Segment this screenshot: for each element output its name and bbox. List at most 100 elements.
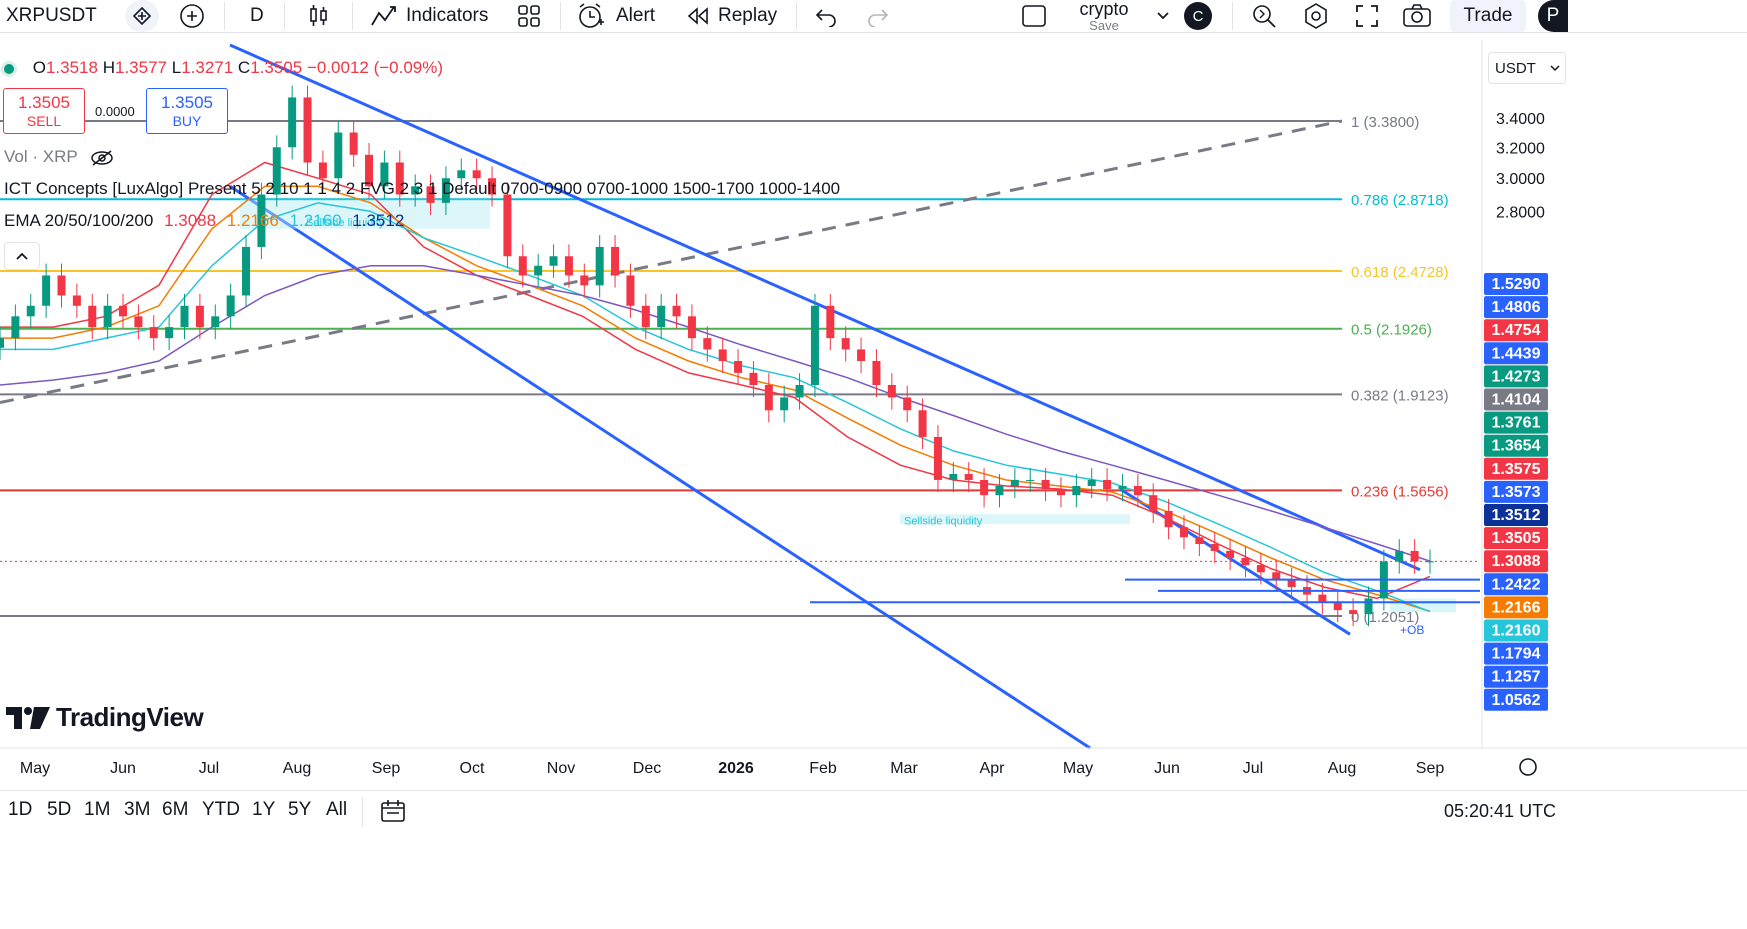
price-chart[interactable]: 1 (3.3800) 0.786 (2.8718) 0.618 (2.4728) 0.… [0,40,1747,800]
time-axis[interactable]: May Jun Jul Aug Sep Oct Nov Dec 2026 Feb Mar Apr May… [0,747,1747,777]
range-button-all[interactable]: All [326,799,348,820]
chevron-up-icon [16,252,28,260]
time-tick-label: Nov [547,760,575,777]
candle-body [1041,479,1050,490]
candle-body [457,170,466,179]
add-symbol-icon[interactable] [125,0,159,32]
close-value: 1.3505 [250,58,303,77]
candles-icon[interactable] [306,0,332,32]
candle-body [1010,479,1019,486]
candle-body [272,147,281,195]
indicators-button[interactable]: Indicators [370,0,488,32]
candle-body [564,256,573,276]
range-button-5d[interactable]: 5D [47,799,72,820]
range-button-1y[interactable]: 1Y [252,799,276,820]
axis-settings-icon[interactable] [1519,758,1537,776]
candle-body [1410,550,1419,562]
low-value: 1.3271 [181,58,234,77]
chevron-down-icon[interactable] [1156,0,1170,32]
price-axis-badge [1484,342,1548,365]
price-axis-badge [1484,388,1548,411]
collapse-legend-button[interactable] [4,242,40,270]
candle-body [887,385,896,398]
camera-icon[interactable] [1402,0,1432,32]
price-axis-badge-label: 1.2160 [1492,623,1541,640]
candle-body [780,397,789,411]
channel-lower-line [229,185,1091,750]
volume-label: Vol · XRP [4,147,78,166]
candle-body [1333,602,1342,611]
ema-legend[interactable]: EMA 20/50/100/200 1.3088 1.2166 1.2160 1… [4,211,404,231]
price-axis-badge-label: 1.2166 [1492,599,1541,616]
price-axis-badge-label: 1.4439 [1492,345,1541,362]
candle-body [1256,565,1265,573]
candle-body [1318,594,1327,603]
range-button-ytd[interactable]: YTD [202,799,240,820]
fib-level-label: 1 (3.3800) [1351,114,1419,131]
quick-search-icon[interactable] [1250,0,1278,32]
candle-body [749,372,758,386]
range-button-6m[interactable]: 6M [162,799,189,820]
range-button-3m[interactable]: 3M [124,799,151,820]
horizontal-levels[interactable] [0,560,1480,604]
fullscreen-icon[interactable] [1354,0,1380,32]
time-tick-label: May [1063,760,1093,777]
tradingview-logo-icon [6,706,50,729]
candle-body [1395,550,1404,562]
range-button-1m[interactable]: 1M [84,799,111,820]
price-tick-label: 3.0000 [1496,171,1545,188]
candle-body [334,132,343,179]
replay-button[interactable]: Replay [686,0,777,32]
price-axis[interactable]: 3.4000 3.2000 3.0000 2.8000 1.5290 1.4806 1.47… [1481,40,1548,748]
alert-button[interactable]: Alert [576,0,655,32]
price-axis-badge-label: 1.5290 [1492,276,1541,293]
clock-utc[interactable]: 05:20:41 UTC [1444,801,1557,821]
ema50-value: 1.2166 [226,211,279,230]
compare-icon[interactable] [178,0,206,32]
price-axis-badge-label: 1.3761 [1492,415,1541,432]
layout-name[interactable]: crypto Save [1072,0,1136,33]
symbol-search[interactable]: XRPUSDT [6,0,97,32]
candle-body [1118,485,1127,490]
candle-body [1026,479,1035,481]
range-button-5y[interactable]: 5Y [288,799,312,820]
price-axis-badge [1484,573,1548,596]
range-button-1d[interactable]: 1D [8,799,33,820]
ict-concepts-legend[interactable]: ICT Concepts [LuxAlgo] Present 5 2 10 1 … [4,179,841,198]
fibonacci-retracement[interactable]: 1 (3.3800) 0.786 (2.8718) 0.618 (2.4728) 0.… [0,114,1449,626]
sell-button[interactable]: 1.3505 SELL [3,88,85,134]
templates-icon[interactable] [516,0,542,32]
candle-body [641,305,650,328]
date-range-calendar-icon[interactable] [380,798,406,829]
hidden-eye-icon[interactable] [90,149,114,167]
candle-body [795,385,804,398]
candle-body [288,97,297,148]
candle-body [242,246,251,296]
publish-button[interactable]: P [1538,0,1568,32]
layout-icon[interactable] [1020,0,1048,32]
interval-label: D [250,5,264,26]
open-label: O [32,58,46,77]
price-axis-badge [1484,296,1548,319]
redo-icon[interactable] [866,0,890,32]
avatar[interactable]: C [1184,0,1212,32]
price-axis-badge [1484,365,1548,388]
price-axis-badge [1484,665,1548,688]
trade-button[interactable]: Trade [1450,0,1526,32]
candle-body [149,327,158,339]
price-axis-badge-label: 1.3088 [1492,553,1541,570]
price-axis-badge [1484,434,1548,457]
ema100-value: 1.2160 [289,211,342,230]
descending-channel[interactable] [229,43,1421,750]
buy-button[interactable]: 1.3505 BUY [146,88,228,134]
time-tick-label: Oct [460,760,485,777]
layout-name-label: crypto [1079,0,1129,19]
interval-button[interactable]: D [250,0,264,32]
live-dot-icon [4,63,14,74]
settings-gear-icon[interactable] [1302,0,1330,32]
undo-icon[interactable] [814,0,838,32]
candle-body [1164,510,1173,528]
currency-selector[interactable]: USDT [1488,52,1566,84]
volume-legend[interactable]: Vol · XRP [4,147,114,167]
candle-body [672,305,681,317]
